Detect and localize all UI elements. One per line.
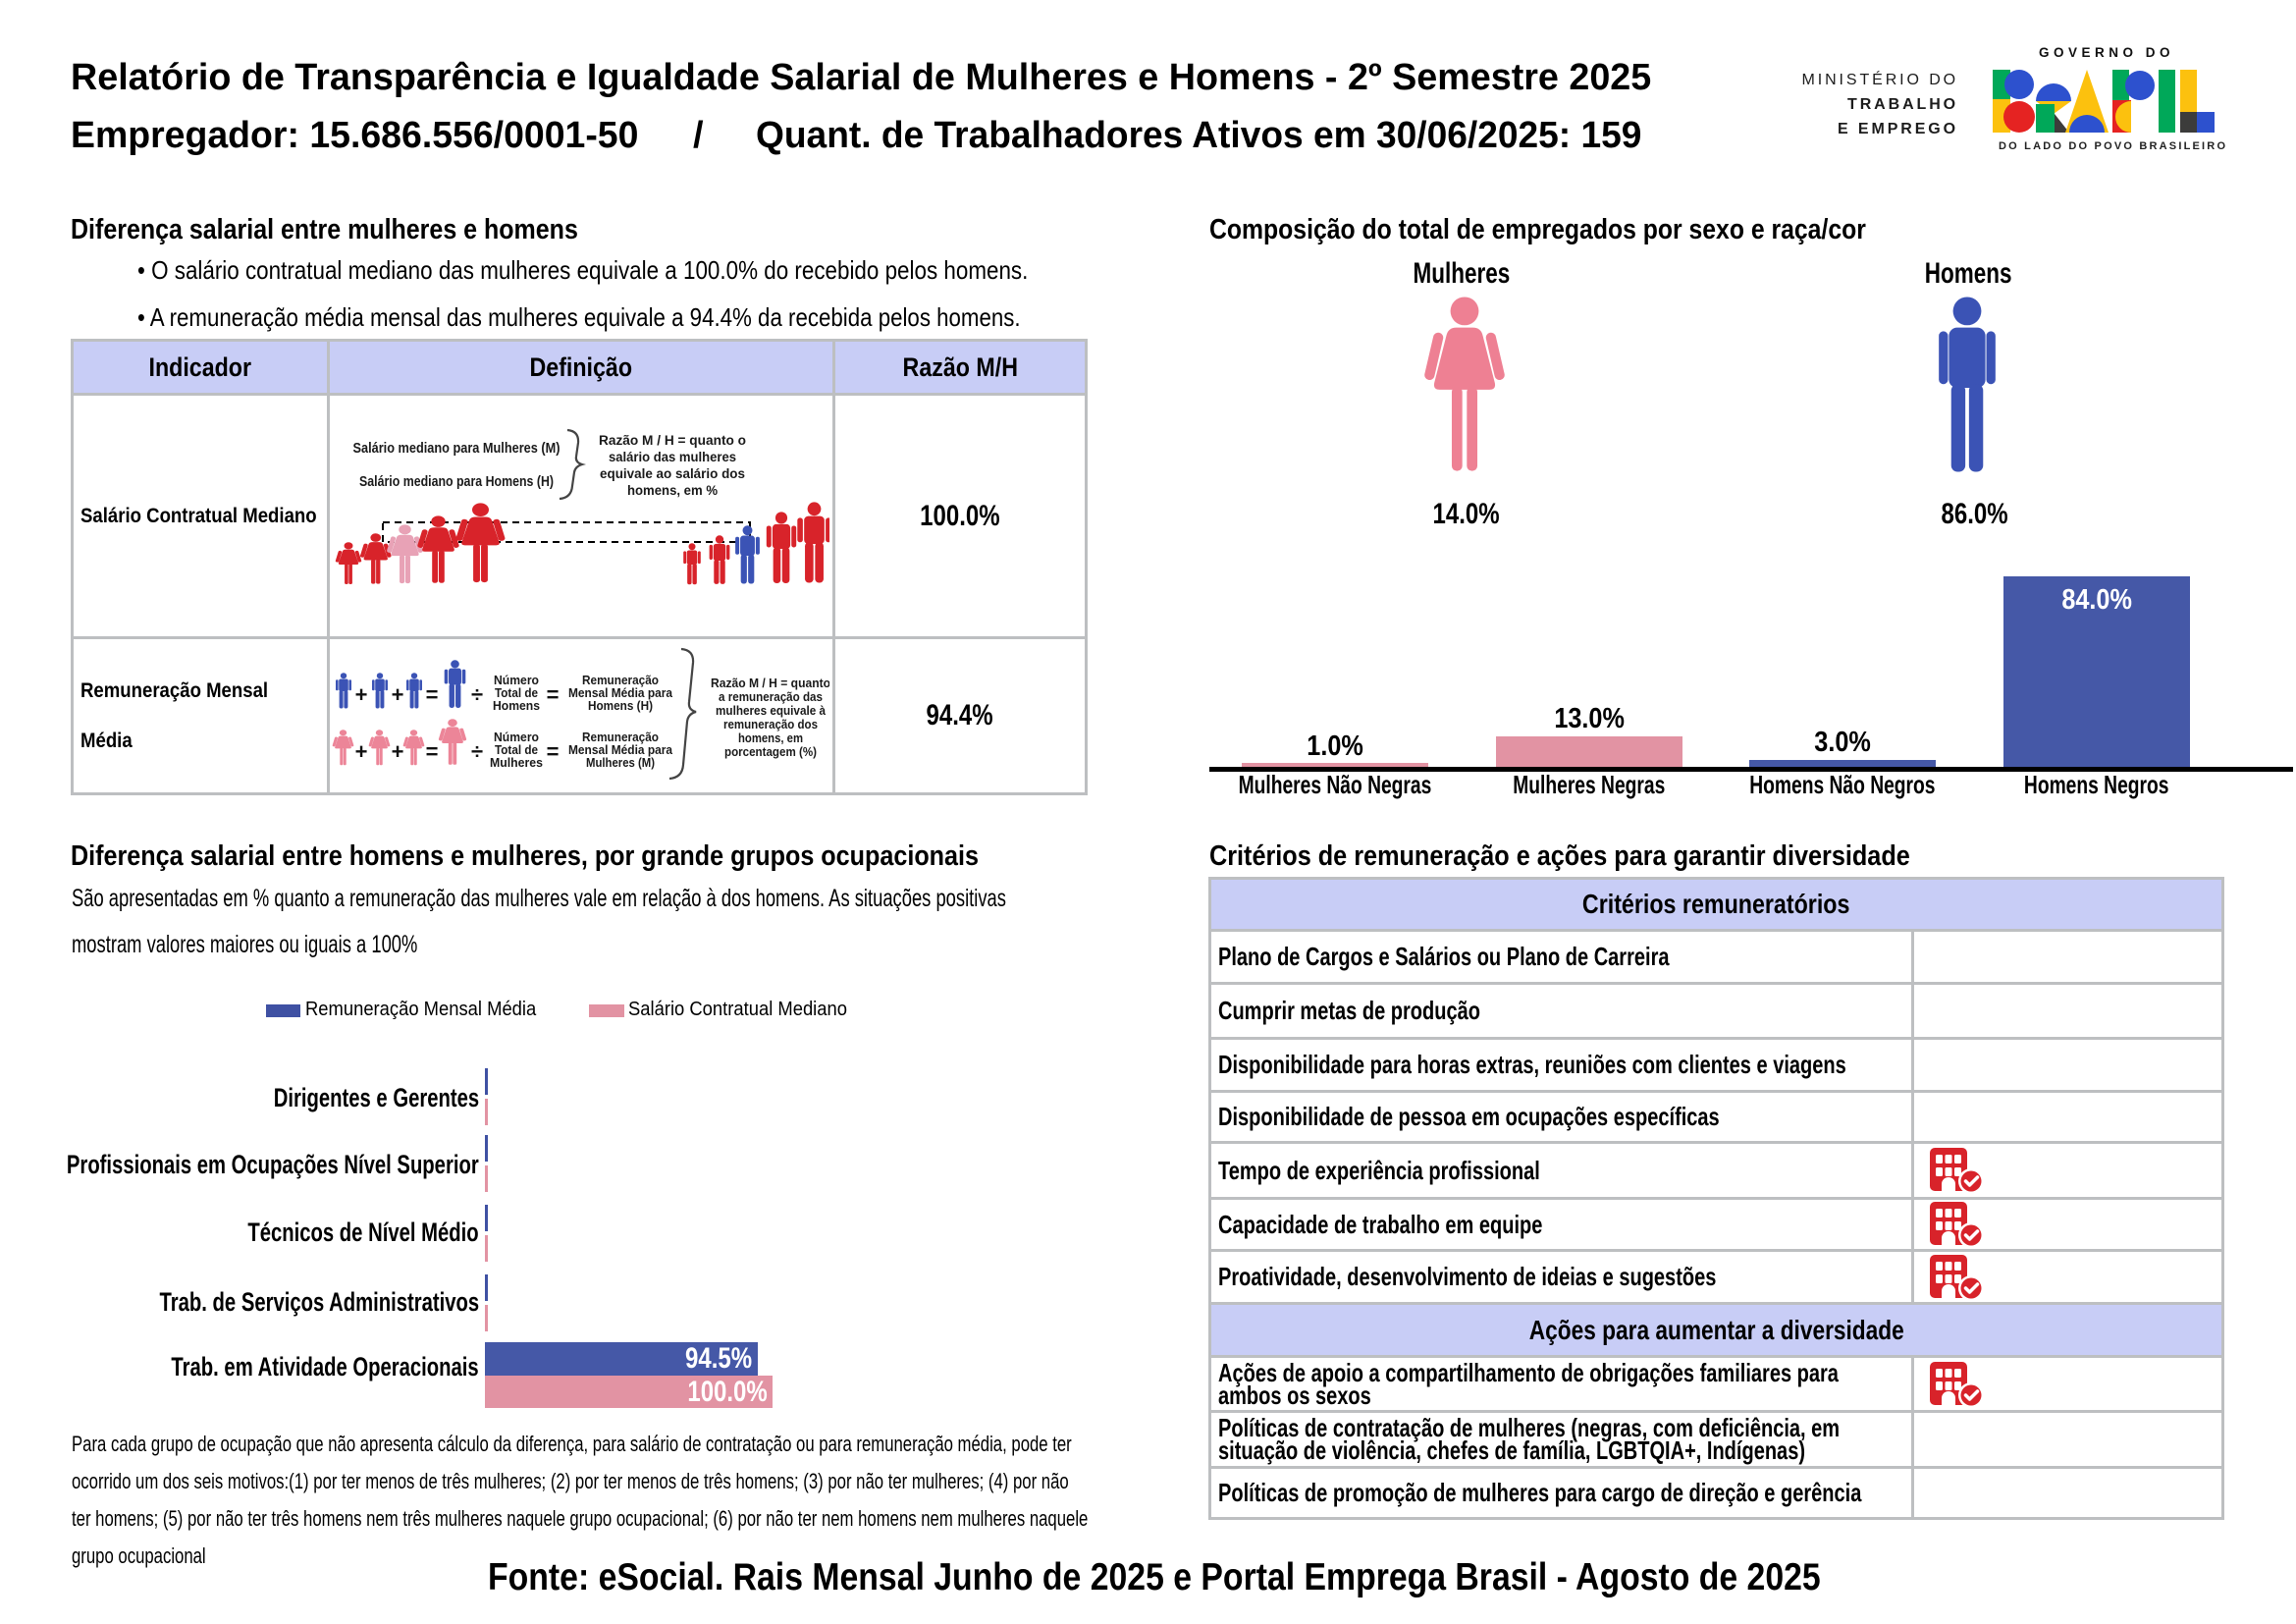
svg-text:+: + — [355, 739, 368, 764]
svg-text:Remuneração: Remuneração — [582, 674, 659, 687]
svg-text:÷: ÷ — [471, 682, 483, 707]
svg-text:Homens (H): Homens (H) — [588, 699, 653, 713]
svg-text:Total de: Total de — [495, 686, 538, 700]
svg-text:Salário mediano para Mulheres: Salário mediano para Mulheres (M) — [353, 441, 561, 457]
svg-text:Mensal Média para: Mensal Média para — [568, 686, 673, 700]
svg-text:Remuneração: Remuneração — [582, 731, 659, 744]
svg-text:Total de: Total de — [495, 743, 538, 757]
svg-text:equivale ao salário dos: equivale ao salário dos — [600, 466, 745, 481]
svg-text:Mulheres: Mulheres — [490, 756, 543, 770]
svg-text:remuneração dos: remuneração dos — [723, 717, 818, 731]
svg-text:Mulheres (M): Mulheres (M) — [586, 756, 655, 770]
svg-text:Razão M / H = quanto: Razão M / H = quanto — [711, 676, 829, 690]
svg-text:=: = — [547, 682, 560, 707]
svg-text:=: = — [547, 739, 560, 764]
svg-text:÷: ÷ — [471, 739, 483, 764]
svg-text:mulheres equivale à: mulheres equivale à — [716, 703, 827, 718]
svg-text:Razão M / H = quanto o: Razão M / H = quanto o — [599, 433, 746, 448]
svg-text:a remuneração das: a remuneração das — [719, 689, 823, 704]
svg-text:salário das mulheres: salário das mulheres — [609, 450, 736, 464]
svg-text:homens, em: homens, em — [738, 731, 803, 745]
svg-text:+: + — [392, 739, 404, 764]
svg-text:Número: Número — [494, 674, 539, 687]
svg-text:+: + — [392, 682, 404, 707]
svg-text:Número: Número — [494, 731, 539, 744]
svg-text:=: = — [426, 682, 439, 707]
svg-text:porcentagem (%): porcentagem (%) — [724, 744, 817, 759]
svg-text:Mensal Média para: Mensal Média para — [568, 743, 673, 757]
svg-text:=: = — [426, 739, 439, 764]
svg-text:+: + — [355, 682, 368, 707]
svg-text:Homens: Homens — [493, 699, 540, 713]
svg-text:homens, em %: homens, em % — [627, 483, 718, 498]
svg-text:Salário mediano para Homens (H: Salário mediano para Homens (H) — [359, 474, 554, 490]
